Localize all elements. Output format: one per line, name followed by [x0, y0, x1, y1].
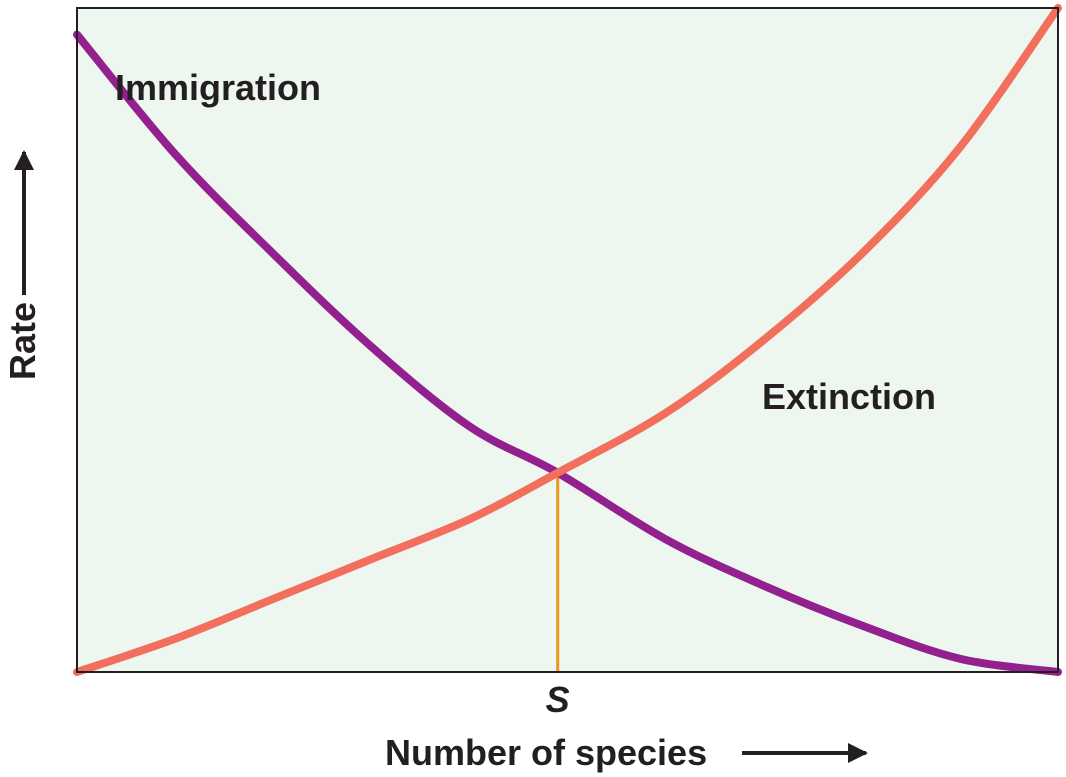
immigration-curve	[73, 30, 1062, 676]
plot-frame	[76, 7, 1059, 673]
x-tick-label: S	[546, 679, 570, 720]
x-axis-label: Number of species	[385, 732, 707, 773]
extinction-curve	[73, 4, 1062, 676]
y-axis-label: Rate	[2, 302, 43, 380]
extinction-label: Extinction	[762, 376, 936, 417]
immigration-label: Immigration	[115, 67, 321, 108]
plot-area	[77, 8, 1058, 672]
